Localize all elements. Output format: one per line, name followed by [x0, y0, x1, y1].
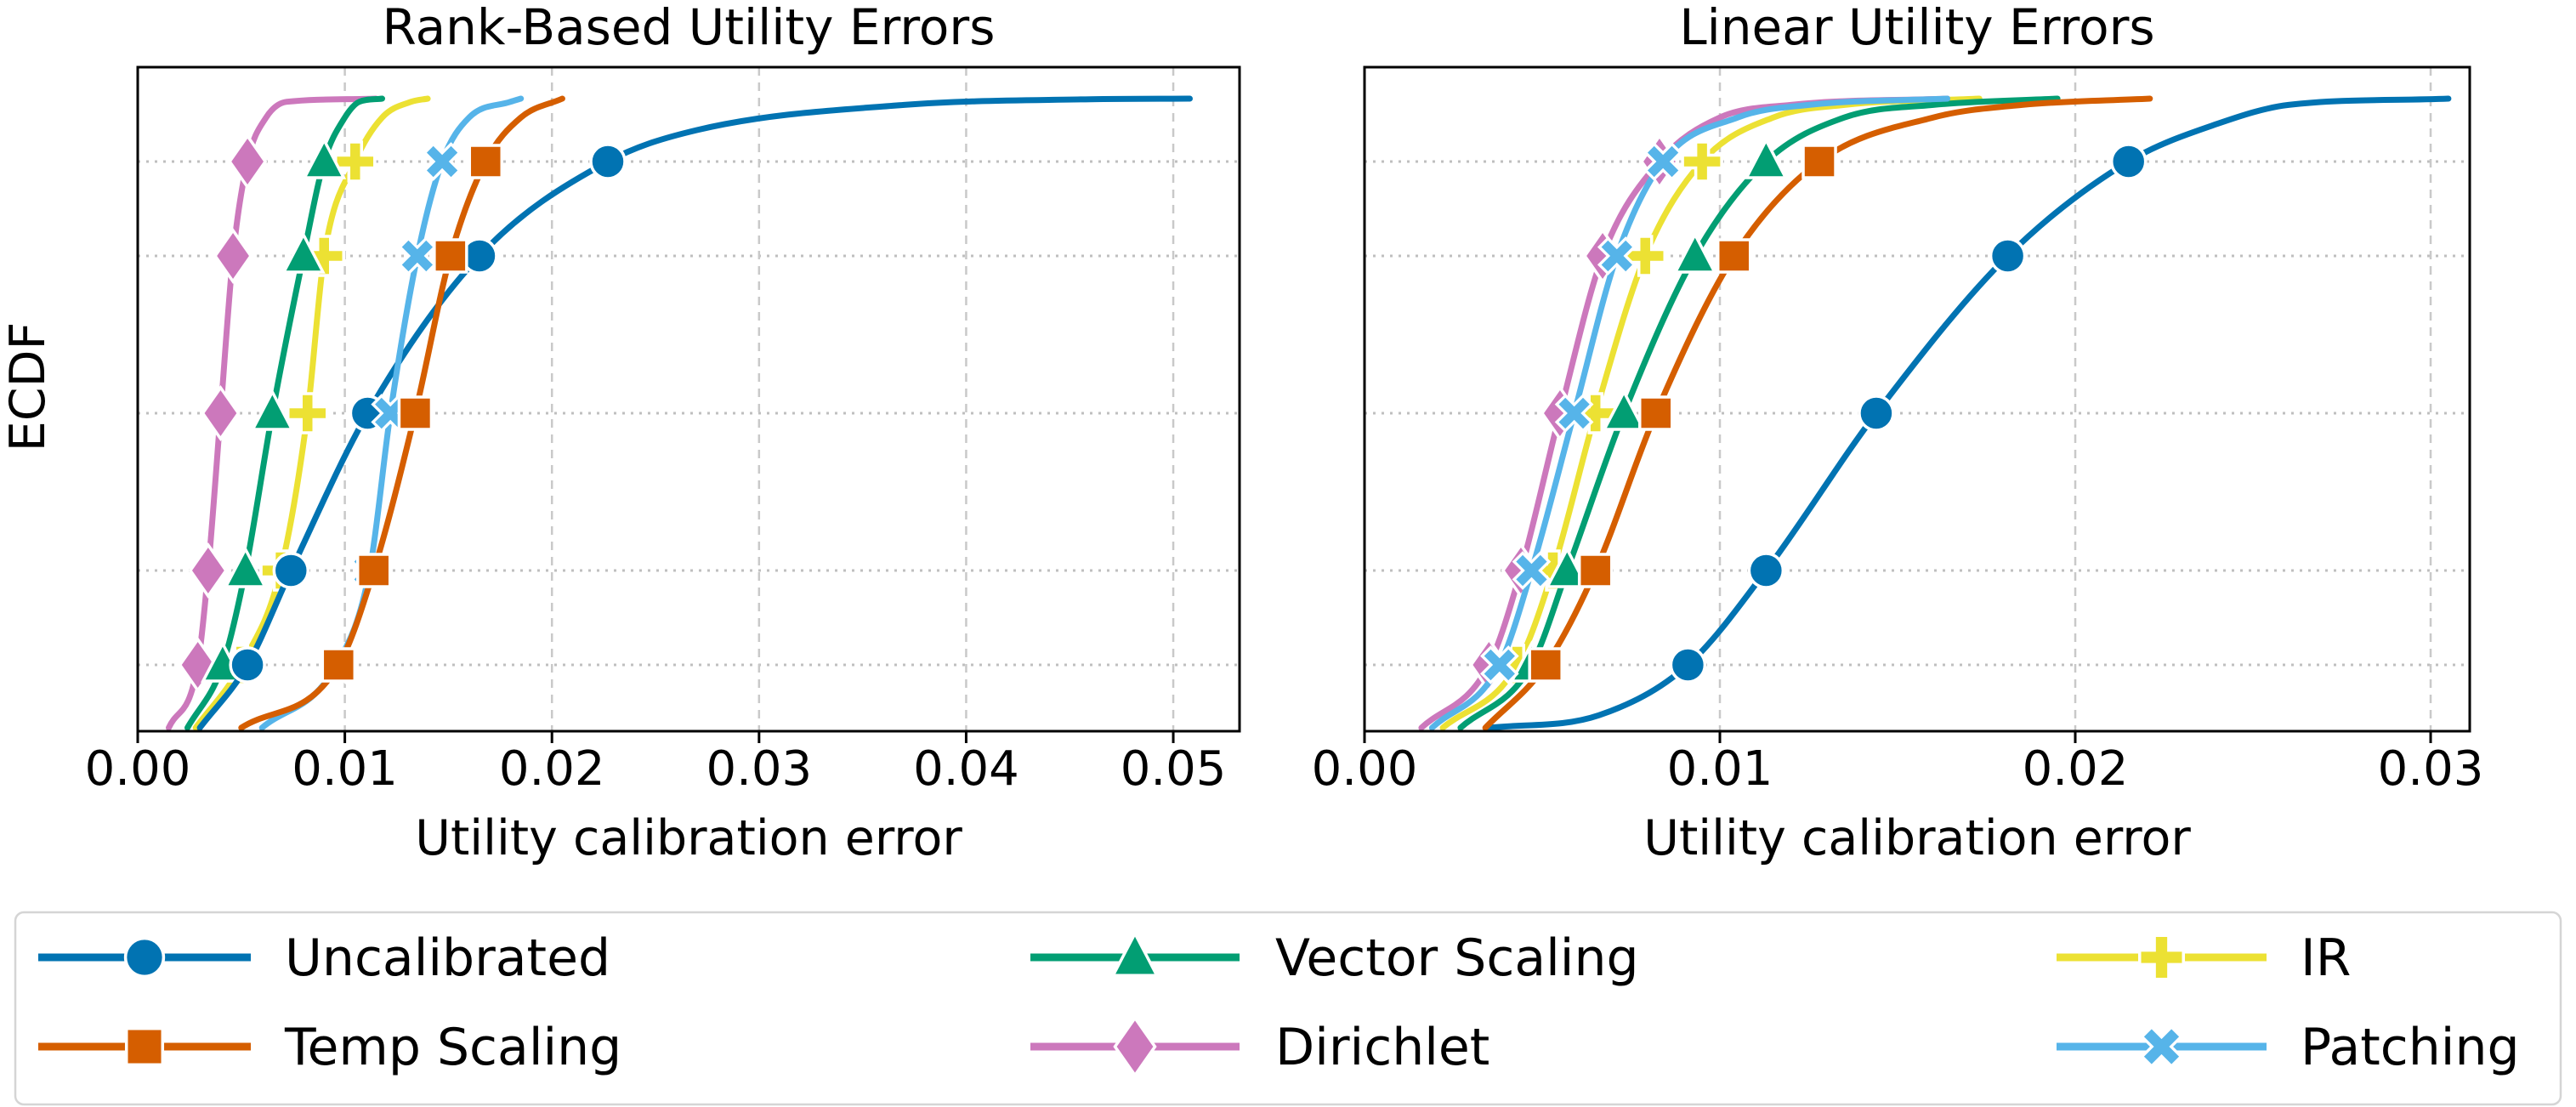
marker-temp-q0.9	[468, 144, 504, 179]
marker-vector-q0.5	[250, 389, 295, 431]
plot-title-rank-based: Rank-Based Utility Errors	[383, 0, 996, 56]
marker-dirichlet-q0.5	[201, 384, 241, 442]
marker-temp-q0.1	[321, 647, 357, 683]
marker-vector-q0.75	[281, 231, 326, 274]
x-tick-label-0.00: 0.00	[1312, 741, 1418, 797]
marker-vector-q0.25	[223, 546, 268, 588]
marker-temp-q0.25	[1577, 553, 1614, 588]
x-tick-label-0.03: 0.03	[706, 741, 812, 797]
legend: Uncalibrated Temp Scaling Vector Scaling Di…	[14, 911, 2562, 1106]
legend-label-ir: IR	[2301, 928, 2351, 988]
x-tick-label-0.02: 0.02	[2023, 741, 2129, 797]
legend-marker-ir-plus-icon	[2137, 934, 2186, 981]
x-tick-label-0.01: 0.01	[292, 741, 398, 797]
ecdf-curve-ir	[192, 95, 431, 731]
legend-item-vector: Vector Scaling	[1030, 928, 1639, 988]
marker-temp-q0.75	[1716, 238, 1752, 274]
marker-uncalibrated-q0.1	[1669, 646, 1707, 684]
legend-marker-temp-square-icon	[124, 1026, 165, 1067]
marker-vector-q0.75	[1672, 231, 1717, 274]
x-tick-label-0.02: 0.02	[499, 741, 605, 797]
x-axis-label-right: Utility calibration error	[1643, 810, 2191, 866]
legend-label-uncalibrated: Uncalibrated	[285, 928, 610, 988]
legend-label-dirichlet: Dirichlet	[1275, 1018, 1489, 1077]
marker-uncalibrated-q0.9	[2109, 143, 2148, 180]
plot-rank-based: 0.00 0.01 0.02 0.03 0.04 0.05	[85, 65, 1241, 797]
x-tick-label-0.05: 0.05	[1121, 741, 1227, 797]
marker-dirichlet-q0.75	[213, 227, 253, 285]
marker-patching-q0.9	[423, 142, 462, 181]
legend-label-temp: Temp Scaling	[284, 1018, 621, 1077]
marker-patching-q0.5	[1554, 394, 1594, 433]
legend-marker-uncalibrated-circle-icon	[123, 936, 166, 979]
marker-uncalibrated-q0.9	[589, 143, 627, 180]
marker-patching-q0.9	[1643, 142, 1682, 181]
x-tick-label-0.00: 0.00	[85, 741, 191, 797]
plot-linear: 0.00 0.01 0.02 0.03	[1312, 65, 2484, 797]
x-tick-label-0.03: 0.03	[2378, 741, 2484, 797]
marker-vector-q0.25	[1545, 546, 1590, 588]
x-tick-label-0.04: 0.04	[913, 741, 1019, 797]
marker-uncalibrated-q0.25	[272, 552, 310, 589]
legend-marker-vector-triangle-icon	[1110, 930, 1160, 978]
legend-box	[14, 911, 2562, 1106]
legend-item-dirichlet: Dirichlet	[1030, 1015, 1489, 1078]
marker-temp-q0.1	[1528, 647, 1563, 683]
marker-temp-q0.75	[433, 238, 468, 274]
marker-uncalibrated-q0.75	[1989, 237, 2027, 275]
marker-uncalibrated-q0.1	[229, 646, 266, 684]
marker-temp-q0.5	[1638, 395, 1674, 431]
legend-marker-dirichlet-diamond-icon	[1113, 1015, 1157, 1078]
legend-item-temp: Temp Scaling	[38, 1018, 621, 1077]
legend-marker-patching-x-icon	[2140, 1025, 2183, 1069]
ecdf-curve-vector	[184, 95, 385, 731]
marker-vector-q0.9	[1744, 137, 1789, 179]
marker-uncalibrated-q0.25	[1747, 552, 1785, 589]
marker-dirichlet-q0.25	[188, 542, 228, 599]
y-axis-label-ecdf: ECDF	[0, 322, 56, 452]
legend-item-ir: IR	[2057, 928, 2351, 988]
marker-ir-q0.75	[1624, 235, 1666, 277]
plot-spines	[136, 65, 1241, 733]
marker-uncalibrated-q0.5	[1858, 395, 1895, 432]
legend-item-patching: Patching	[2057, 1018, 2520, 1077]
x-axis-label-left: Utility calibration error	[415, 810, 962, 866]
marker-patching-q0.1	[1480, 645, 1519, 684]
marker-patching-q0.75	[398, 236, 437, 275]
marker-patching-q0.25	[1512, 551, 1552, 590]
x-tick-label-0.01: 0.01	[1667, 741, 1773, 797]
ecdf-curve-uncalibrated	[1485, 95, 2452, 731]
legend-label-vector: Vector Scaling	[1275, 928, 1639, 988]
legend-label-patching: Patching	[2301, 1018, 2520, 1077]
marker-temp-q0.25	[355, 553, 392, 588]
ecdf-curve-ir	[1439, 95, 1983, 731]
plot-spines	[1363, 65, 2471, 733]
plot-title-linear: Linear Utility Errors	[1679, 0, 2154, 56]
marker-ir-q0.9	[334, 140, 377, 183]
marker-dirichlet-q0.9	[227, 133, 268, 190]
marker-temp-q0.9	[1801, 144, 1837, 179]
marker-temp-q0.5	[397, 395, 434, 431]
marker-vector-q0.9	[302, 137, 347, 179]
marker-vector-q0.5	[1602, 389, 1647, 431]
marker-ir-q0.9	[1681, 140, 1723, 183]
legend-item-uncalibrated: Uncalibrated	[38, 928, 610, 988]
marker-patching-q0.75	[1597, 236, 1637, 275]
marker-ir-q0.5	[287, 392, 329, 434]
